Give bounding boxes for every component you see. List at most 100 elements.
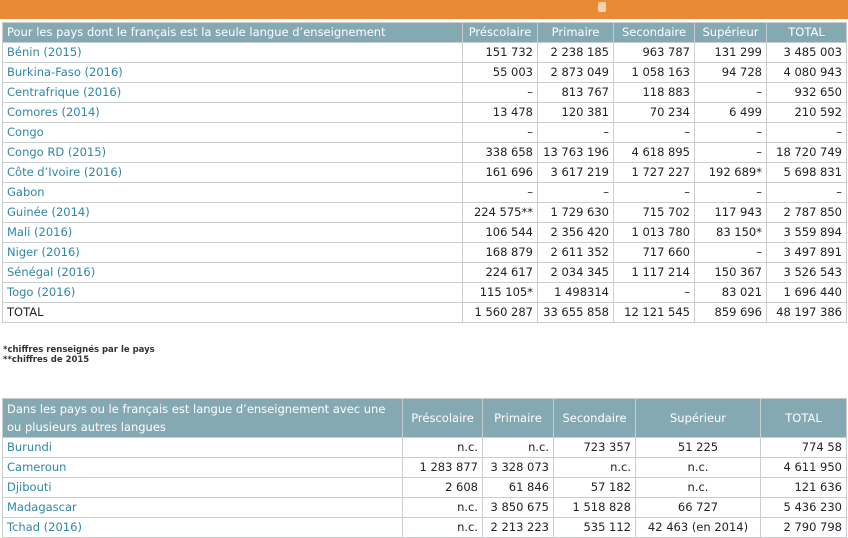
value-cell: 1 727 227 — [613, 162, 695, 183]
value-cell: 2 608 — [402, 477, 483, 498]
value-cell: n.c. — [553, 457, 636, 478]
value-cell: 1 013 780 — [613, 222, 695, 243]
value-cell: 115 105* — [462, 282, 538, 303]
value-cell: 121 636 — [760, 477, 847, 498]
value-cell: 151 732 — [462, 42, 538, 63]
value-cell: 3 526 543 — [766, 262, 847, 283]
table-row: TOTAL 1 560 287 33 655 858 12 121 545 859 69… — [2, 302, 847, 323]
header-total: TOTAL — [766, 22, 847, 43]
table-row: Togo (2016) 115 105* 1 498314–83 021 1 696 … — [2, 282, 847, 303]
footnote-2015-figures: **chiffres de 2015 — [3, 355, 90, 365]
value-cell: 5 698 831 — [766, 162, 847, 183]
header-category: Pour les pays dont le français est la se… — [2, 22, 463, 43]
value-cell: – — [766, 122, 847, 143]
value-cell: 1 696 440 — [766, 282, 847, 303]
header-primaire: Primaire — [482, 398, 554, 438]
value-cell: 224 617 — [462, 262, 538, 283]
table-row: Sénégal (2016) 224 617 2 034 345 1 117 214 1… — [2, 262, 847, 283]
value-cell: – — [694, 182, 767, 203]
value-cell: 3 850 675 — [482, 497, 554, 518]
footnotes: *chiffres renseignés par le pays **chiff… — [3, 345, 155, 365]
value-cell: 932 650 — [766, 82, 847, 103]
table-header-row: Pour les pays dont le français est la se… — [2, 22, 847, 43]
header-primaire: Primaire — [537, 22, 614, 43]
value-cell: 106 544 — [462, 222, 538, 243]
value-cell: 3 617 219 — [537, 162, 614, 183]
value-cell: – — [694, 82, 767, 103]
value-cell: n.c. — [402, 517, 483, 538]
value-cell: – — [462, 122, 538, 143]
value-cell: 3 497 891 — [766, 242, 847, 263]
value-cell: 192 689* — [694, 162, 767, 183]
table-row: Comores (2014) 13 478 120 381 70 234 6 499 21… — [2, 102, 847, 123]
header-secondaire: Secondaire — [613, 22, 695, 43]
value-cell: 5 436 230 — [760, 497, 847, 518]
value-cell: 168 879 — [462, 242, 538, 263]
country-name: Djibouti — [2, 477, 403, 498]
country-name: Togo (2016) — [2, 282, 463, 303]
value-cell: 18 720 749 — [766, 142, 847, 163]
header-category: Dans les pays ou le français est langue … — [2, 398, 403, 438]
table-row: Guinée (2014) 224 575** 1 729 630 715 702 11… — [2, 202, 847, 223]
country-name: Bénin (2015) — [2, 42, 463, 63]
table-row: Tchad (2016) n.c. 2 213 223 535 112 42 463 (… — [2, 517, 847, 538]
value-cell: 1 283 877 — [402, 457, 483, 478]
value-cell: 70 234 — [613, 102, 695, 123]
table-french-only: Pour les pays dont le français est la se… — [2, 22, 847, 323]
table-row: Gabon – – – – – — [2, 182, 847, 203]
value-cell: 4 618 895 — [613, 142, 695, 163]
country-name: Congo RD (2015) — [2, 142, 463, 163]
value-cell: 1 498314 — [537, 282, 614, 303]
total-label: TOTAL — [2, 302, 463, 323]
table-row: Côte d’Ivoire (2016) 161 696 3 617 219 1 72… — [2, 162, 847, 183]
value-cell: – — [613, 122, 695, 143]
table-french-with-other-languages: Dans les pays ou le français est langue … — [2, 398, 847, 538]
banner-title-fragment — [598, 2, 606, 12]
value-cell: – — [766, 182, 847, 203]
value-cell: 33 655 858 — [537, 302, 614, 323]
value-cell: – — [613, 182, 695, 203]
country-name: Cameroun — [2, 457, 403, 478]
table-row: Burundi n.c. n.c. 723 357 51 225 774 58 — [2, 437, 847, 458]
value-cell: 94 728 — [694, 62, 767, 83]
value-cell: n.c. — [402, 497, 483, 518]
value-cell: 723 357 — [553, 437, 636, 458]
value-cell: – — [613, 282, 695, 303]
value-cell: – — [694, 122, 767, 143]
value-cell: 6 499 — [694, 102, 767, 123]
country-name: Sénégal (2016) — [2, 262, 463, 283]
country-name: Gabon — [2, 182, 463, 203]
country-name: Côte d’Ivoire (2016) — [2, 162, 463, 183]
value-cell: 1 518 828 — [553, 497, 636, 518]
value-cell: 715 702 — [613, 202, 695, 223]
header-prescolaire: Préscolaire — [402, 398, 483, 438]
value-cell: 1 058 163 — [613, 62, 695, 83]
value-cell: 2 034 345 — [537, 262, 614, 283]
country-name: Burundi — [2, 437, 403, 458]
value-cell: 83 021 — [694, 282, 767, 303]
value-cell: 4 080 943 — [766, 62, 847, 83]
table-row: Niger (2016) 168 879 2 611 352 717 660–3 49… — [2, 242, 847, 263]
header-secondaire: Secondaire — [553, 398, 636, 438]
country-name: Centrafrique (2016) — [2, 82, 463, 103]
value-cell: 2 873 049 — [537, 62, 614, 83]
value-cell: 13 478 — [462, 102, 538, 123]
orange-header-banner — [0, 0, 848, 19]
value-cell: 118 883 — [613, 82, 695, 103]
table-row: Congo – – – – – — [2, 122, 847, 143]
value-cell: n.c. — [635, 457, 761, 478]
value-cell: 774 58 — [760, 437, 847, 458]
value-cell: 535 112 — [553, 517, 636, 538]
value-cell: 12 121 545 — [613, 302, 695, 323]
table-row: Congo RD (2015) 338 658 13 763 196 4 618 89… — [2, 142, 847, 163]
value-cell: 66 727 — [635, 497, 761, 518]
country-name: Burkina-Faso (2016) — [2, 62, 463, 83]
header-total: TOTAL — [760, 398, 847, 438]
table-row: Djibouti 2 608 61 846 57 182 n.c. 121 636 — [2, 477, 847, 498]
value-cell: 2 787 850 — [766, 202, 847, 223]
value-cell: 131 299 — [694, 42, 767, 63]
country-name: Tchad (2016) — [2, 517, 403, 538]
value-cell: 2 238 185 — [537, 42, 614, 63]
value-cell: 338 658 — [462, 142, 538, 163]
table-header-row: Dans les pays ou le français est langue … — [2, 398, 847, 438]
